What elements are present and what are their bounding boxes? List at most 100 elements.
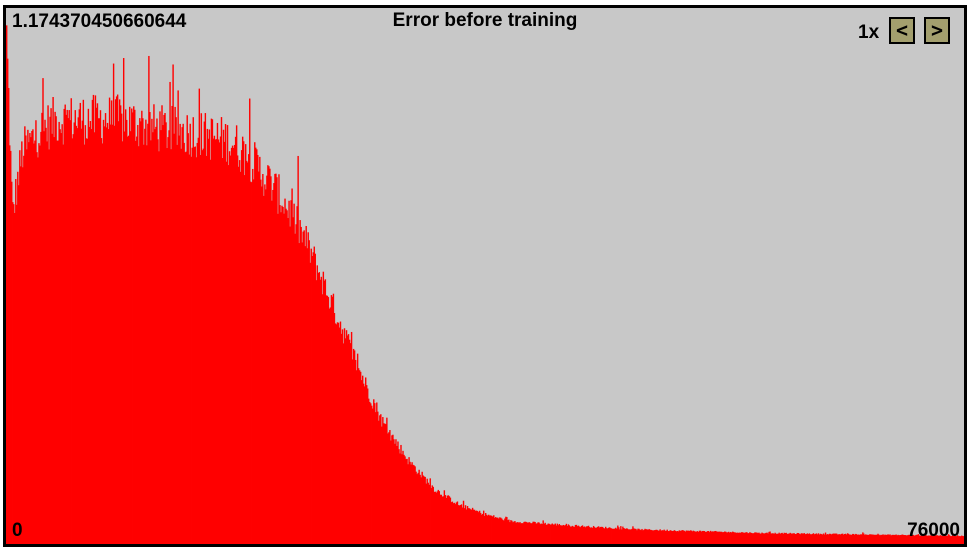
next-button[interactable]: > bbox=[924, 17, 950, 44]
histogram-bar bbox=[145, 119, 147, 544]
histogram-bar bbox=[700, 531, 703, 544]
histogram-bar bbox=[181, 127, 183, 544]
histogram-bar bbox=[921, 534, 924, 544]
histogram-bar bbox=[304, 246, 306, 544]
histogram-bar bbox=[729, 532, 731, 544]
histogram-bar bbox=[514, 521, 516, 544]
histogram-bar bbox=[847, 533, 849, 544]
histogram-bar bbox=[838, 534, 841, 544]
histogram-bar bbox=[349, 343, 352, 544]
histogram-bar bbox=[123, 131, 126, 544]
histogram-bar bbox=[289, 226, 291, 544]
histogram-bar bbox=[260, 179, 262, 544]
histogram-bar bbox=[144, 128, 146, 544]
histogram-bar bbox=[39, 145, 41, 544]
histogram-bar bbox=[853, 533, 855, 544]
histogram-bar bbox=[950, 536, 953, 544]
histogram-bar bbox=[621, 529, 623, 544]
histogram-bar bbox=[215, 139, 218, 544]
histogram-bar bbox=[155, 126, 157, 544]
histogram-bar bbox=[637, 528, 639, 544]
histogram-bar bbox=[97, 118, 100, 544]
histogram-bar bbox=[667, 531, 669, 544]
histogram-bar bbox=[408, 457, 410, 544]
histogram-bar bbox=[801, 533, 804, 544]
histogram-bar bbox=[419, 474, 421, 544]
histogram-bar bbox=[525, 521, 527, 544]
histogram-bar bbox=[883, 535, 885, 544]
histogram-bar bbox=[427, 482, 429, 544]
histogram-bar bbox=[164, 113, 166, 544]
histogram-bar bbox=[87, 108, 90, 544]
previous-button[interactable]: < bbox=[889, 17, 915, 44]
histogram-bar bbox=[932, 535, 935, 544]
histogram-bar bbox=[926, 535, 929, 544]
histogram-bar bbox=[957, 536, 960, 544]
histogram-bar bbox=[319, 279, 322, 544]
histogram-bar bbox=[787, 533, 789, 544]
histogram-bar bbox=[495, 516, 497, 544]
histogram-bar bbox=[523, 521, 525, 544]
histogram-bar bbox=[245, 144, 247, 544]
histogram-bar bbox=[846, 534, 848, 544]
histogram-bar bbox=[538, 522, 540, 544]
histogram-bar bbox=[52, 97, 54, 544]
histogram-bar bbox=[800, 533, 803, 544]
histogram-bar bbox=[104, 113, 107, 544]
histogram-bar bbox=[559, 525, 562, 544]
histogram-bar bbox=[582, 526, 585, 544]
histogram-bar bbox=[476, 511, 479, 544]
histogram-bar bbox=[232, 147, 235, 544]
histogram-bar bbox=[498, 518, 500, 544]
histogram-bar bbox=[385, 424, 387, 544]
histogram-bar bbox=[679, 530, 682, 544]
histogram-bar bbox=[665, 530, 667, 544]
histogram-bar bbox=[719, 531, 722, 544]
histogram-bar bbox=[89, 121, 92, 544]
histogram-bar bbox=[875, 534, 877, 544]
histogram-bar bbox=[62, 144, 64, 544]
histogram-bar bbox=[84, 125, 87, 544]
histogram-bar bbox=[670, 530, 672, 544]
histogram-bar bbox=[744, 532, 746, 544]
histogram-bar bbox=[56, 140, 58, 544]
histogram-bar bbox=[473, 509, 476, 544]
histogram-bar bbox=[175, 117, 177, 544]
histogram-bar bbox=[290, 200, 292, 544]
histogram-bar bbox=[916, 534, 919, 544]
histogram-bar bbox=[925, 535, 928, 544]
histogram-bar bbox=[948, 535, 951, 544]
histogram-bar bbox=[367, 388, 369, 544]
histogram-bar bbox=[509, 522, 511, 544]
histogram-bar bbox=[803, 533, 806, 544]
histogram-bar bbox=[406, 458, 408, 544]
histogram-bar bbox=[265, 189, 267, 544]
histogram-bar bbox=[855, 533, 857, 544]
histogram-bar bbox=[269, 168, 271, 544]
histogram-bar bbox=[692, 530, 695, 544]
histogram-bar bbox=[790, 533, 792, 544]
histogram-bar bbox=[565, 523, 568, 544]
histogram-bar bbox=[879, 535, 881, 544]
histogram-bar bbox=[826, 534, 829, 544]
histogram-bar bbox=[702, 530, 705, 544]
histogram-bar bbox=[516, 522, 518, 544]
histogram-bar bbox=[130, 131, 132, 544]
histogram-bar bbox=[716, 531, 719, 544]
histogram-bar bbox=[205, 155, 208, 544]
histogram-bar bbox=[486, 514, 488, 544]
histogram-bar bbox=[113, 125, 116, 544]
histogram-bar bbox=[231, 145, 234, 544]
histogram-bar bbox=[568, 525, 571, 544]
histogram-bar bbox=[900, 535, 902, 544]
histogram-bar bbox=[345, 330, 348, 544]
histogram-bar bbox=[43, 131, 45, 544]
histogram-bar bbox=[111, 124, 114, 544]
histogram-bar bbox=[784, 533, 786, 544]
histogram-bar bbox=[213, 135, 216, 544]
histogram-bar bbox=[717, 531, 720, 544]
histogram-bar bbox=[920, 535, 923, 544]
histogram-bar bbox=[193, 147, 195, 544]
histogram-bar bbox=[275, 173, 277, 544]
histogram-bar bbox=[946, 535, 949, 544]
